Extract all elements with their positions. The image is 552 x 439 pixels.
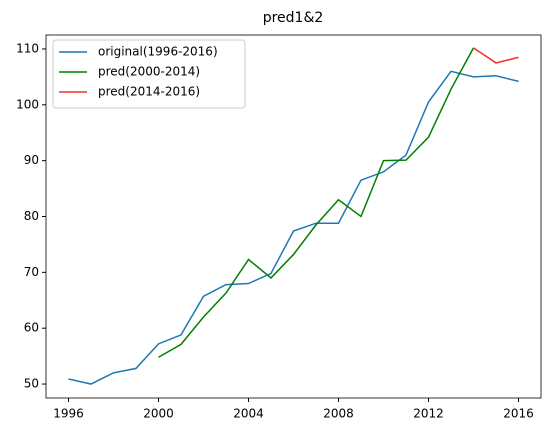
- legend-label: pred(2014-2016): [98, 85, 200, 99]
- series-line: [158, 47, 475, 358]
- chart-title: pred1&2: [263, 10, 324, 26]
- x-tick-label: 2004: [233, 407, 264, 421]
- y-tick-label: 60: [24, 321, 39, 335]
- x-tick-label: 2000: [143, 407, 174, 421]
- y-tick-label: 110: [16, 41, 39, 55]
- y-tick-label: 90: [24, 153, 39, 167]
- x-tick-label: 1996: [53, 407, 84, 421]
- y-tick-label: 80: [24, 209, 39, 223]
- y-tick-label: 70: [24, 265, 39, 279]
- x-tick-label: 2012: [413, 407, 444, 421]
- y-tick-label: 50: [24, 377, 39, 391]
- series-line: [68, 70, 519, 385]
- y-tick-label: 100: [16, 97, 39, 111]
- legend-box: [52, 39, 246, 109]
- legend-label: pred(2000-2014): [98, 65, 200, 79]
- series-line: [473, 47, 519, 64]
- legend-label: original(1996-2016): [98, 45, 218, 59]
- x-tick-label: 2008: [323, 407, 354, 421]
- plot-frame: [45, 34, 542, 399]
- x-tick-label: 2016: [503, 407, 534, 421]
